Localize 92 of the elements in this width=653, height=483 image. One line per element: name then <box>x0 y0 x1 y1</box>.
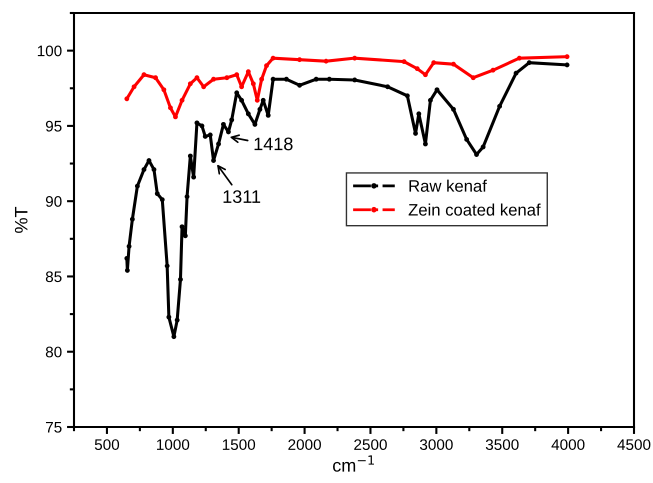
point <box>297 57 302 62</box>
point <box>239 98 244 103</box>
x-tick-label: 3000 <box>420 439 453 450</box>
point <box>470 75 476 80</box>
point <box>124 96 130 102</box>
point <box>124 268 130 273</box>
point <box>497 104 502 109</box>
point <box>224 75 230 80</box>
point <box>201 84 206 90</box>
point <box>270 56 276 61</box>
point <box>168 105 173 110</box>
x-tick-label: 2500 <box>354 439 387 450</box>
point <box>250 81 256 86</box>
point <box>194 75 200 80</box>
point <box>200 123 204 128</box>
x-tick-label: 3500 <box>486 439 519 450</box>
point <box>202 134 208 139</box>
point <box>142 72 146 78</box>
legend-label: Zein coated kenaf <box>408 203 541 216</box>
point <box>191 174 196 180</box>
y-tick-label: 95 <box>46 120 62 132</box>
x-tick-label: 1000 <box>156 439 190 450</box>
point <box>216 142 221 146</box>
y-tick-label: 90 <box>46 196 62 207</box>
point <box>352 56 358 61</box>
point <box>324 58 328 64</box>
y-axis-title: %T <box>14 206 28 233</box>
point <box>352 78 358 82</box>
point <box>188 81 193 86</box>
x-tick-label: 4000 <box>551 439 585 450</box>
point <box>422 72 428 78</box>
point <box>229 117 234 122</box>
x-tick-label: 1500 <box>222 439 256 450</box>
annotation: 1311 <box>224 190 260 204</box>
point <box>326 76 332 82</box>
point <box>259 76 264 82</box>
y-tick-label: 80 <box>46 346 62 358</box>
point <box>413 131 418 136</box>
point <box>182 233 188 238</box>
point <box>180 98 184 103</box>
point <box>490 68 496 73</box>
point <box>526 60 532 66</box>
point <box>134 184 140 189</box>
point <box>211 158 216 163</box>
point <box>132 84 137 90</box>
point <box>194 120 200 126</box>
point <box>211 76 216 82</box>
point <box>422 142 428 146</box>
point <box>297 82 302 88</box>
point <box>257 106 262 112</box>
point <box>284 76 289 82</box>
point <box>130 216 135 222</box>
point <box>480 144 486 150</box>
point <box>161 87 166 92</box>
point <box>142 167 146 172</box>
point <box>152 167 156 172</box>
y-tick-label: 85 <box>46 271 62 282</box>
x-tick-label: 500 <box>94 439 120 450</box>
x-tick-label: 2000 <box>288 439 321 450</box>
annotation: 1418 <box>254 138 293 150</box>
y-tick-label: 100 <box>38 46 62 56</box>
y-tick-label: 75 <box>46 422 62 433</box>
point <box>451 62 456 67</box>
point <box>464 137 470 142</box>
point <box>180 224 184 230</box>
point <box>153 75 158 80</box>
point <box>385 84 390 90</box>
x-tick-label: 4500 <box>617 439 650 450</box>
point <box>270 76 276 82</box>
point <box>188 154 193 158</box>
point <box>264 63 269 68</box>
point <box>451 106 456 112</box>
point <box>428 98 433 103</box>
legend-label: Raw kenaf <box>409 180 487 192</box>
point <box>246 111 251 116</box>
point <box>564 54 570 60</box>
point <box>516 56 522 61</box>
x-axis-title: cm$^{−1}$ <box>333 455 374 472</box>
point <box>160 197 165 202</box>
point <box>314 76 319 82</box>
point <box>166 314 172 320</box>
point <box>126 244 132 249</box>
point <box>404 93 410 98</box>
point <box>431 60 436 66</box>
point <box>154 191 160 196</box>
point <box>414 66 420 72</box>
point <box>402 59 406 64</box>
point <box>564 62 570 68</box>
point <box>514 70 518 76</box>
point <box>178 277 183 282</box>
point <box>234 72 240 78</box>
point <box>174 318 180 323</box>
